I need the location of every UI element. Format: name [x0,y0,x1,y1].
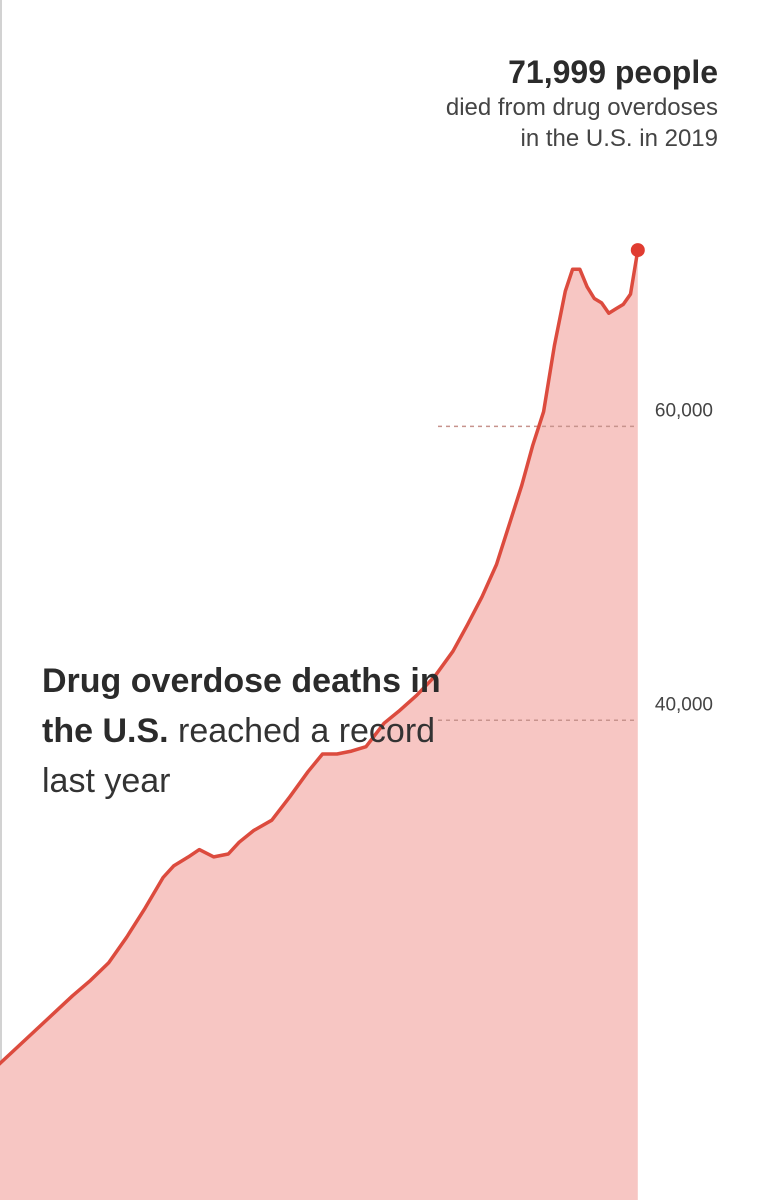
callout-line-2: in the U.S. in 2019 [520,125,718,152]
headline-regular: reached a record last year [42,712,436,800]
callout-line-1: died from drug overdoses [445,94,718,121]
area-fill [0,250,638,1200]
end-point-marker [630,243,645,258]
series-line [0,249,640,1066]
headline: Drug overdose deaths in the U.S. reached… [42,656,462,806]
left-border [0,0,2,1200]
tick-label-1: 60,000 [655,400,713,421]
tick-label-0: 40,000 [655,694,713,715]
callout-value: 71,999 people [508,54,718,90]
headline-bold: Drug overdose deaths in the U.S. [42,662,441,750]
peak-callout: 71,999 people died from drug overdoses i… [446,52,718,154]
